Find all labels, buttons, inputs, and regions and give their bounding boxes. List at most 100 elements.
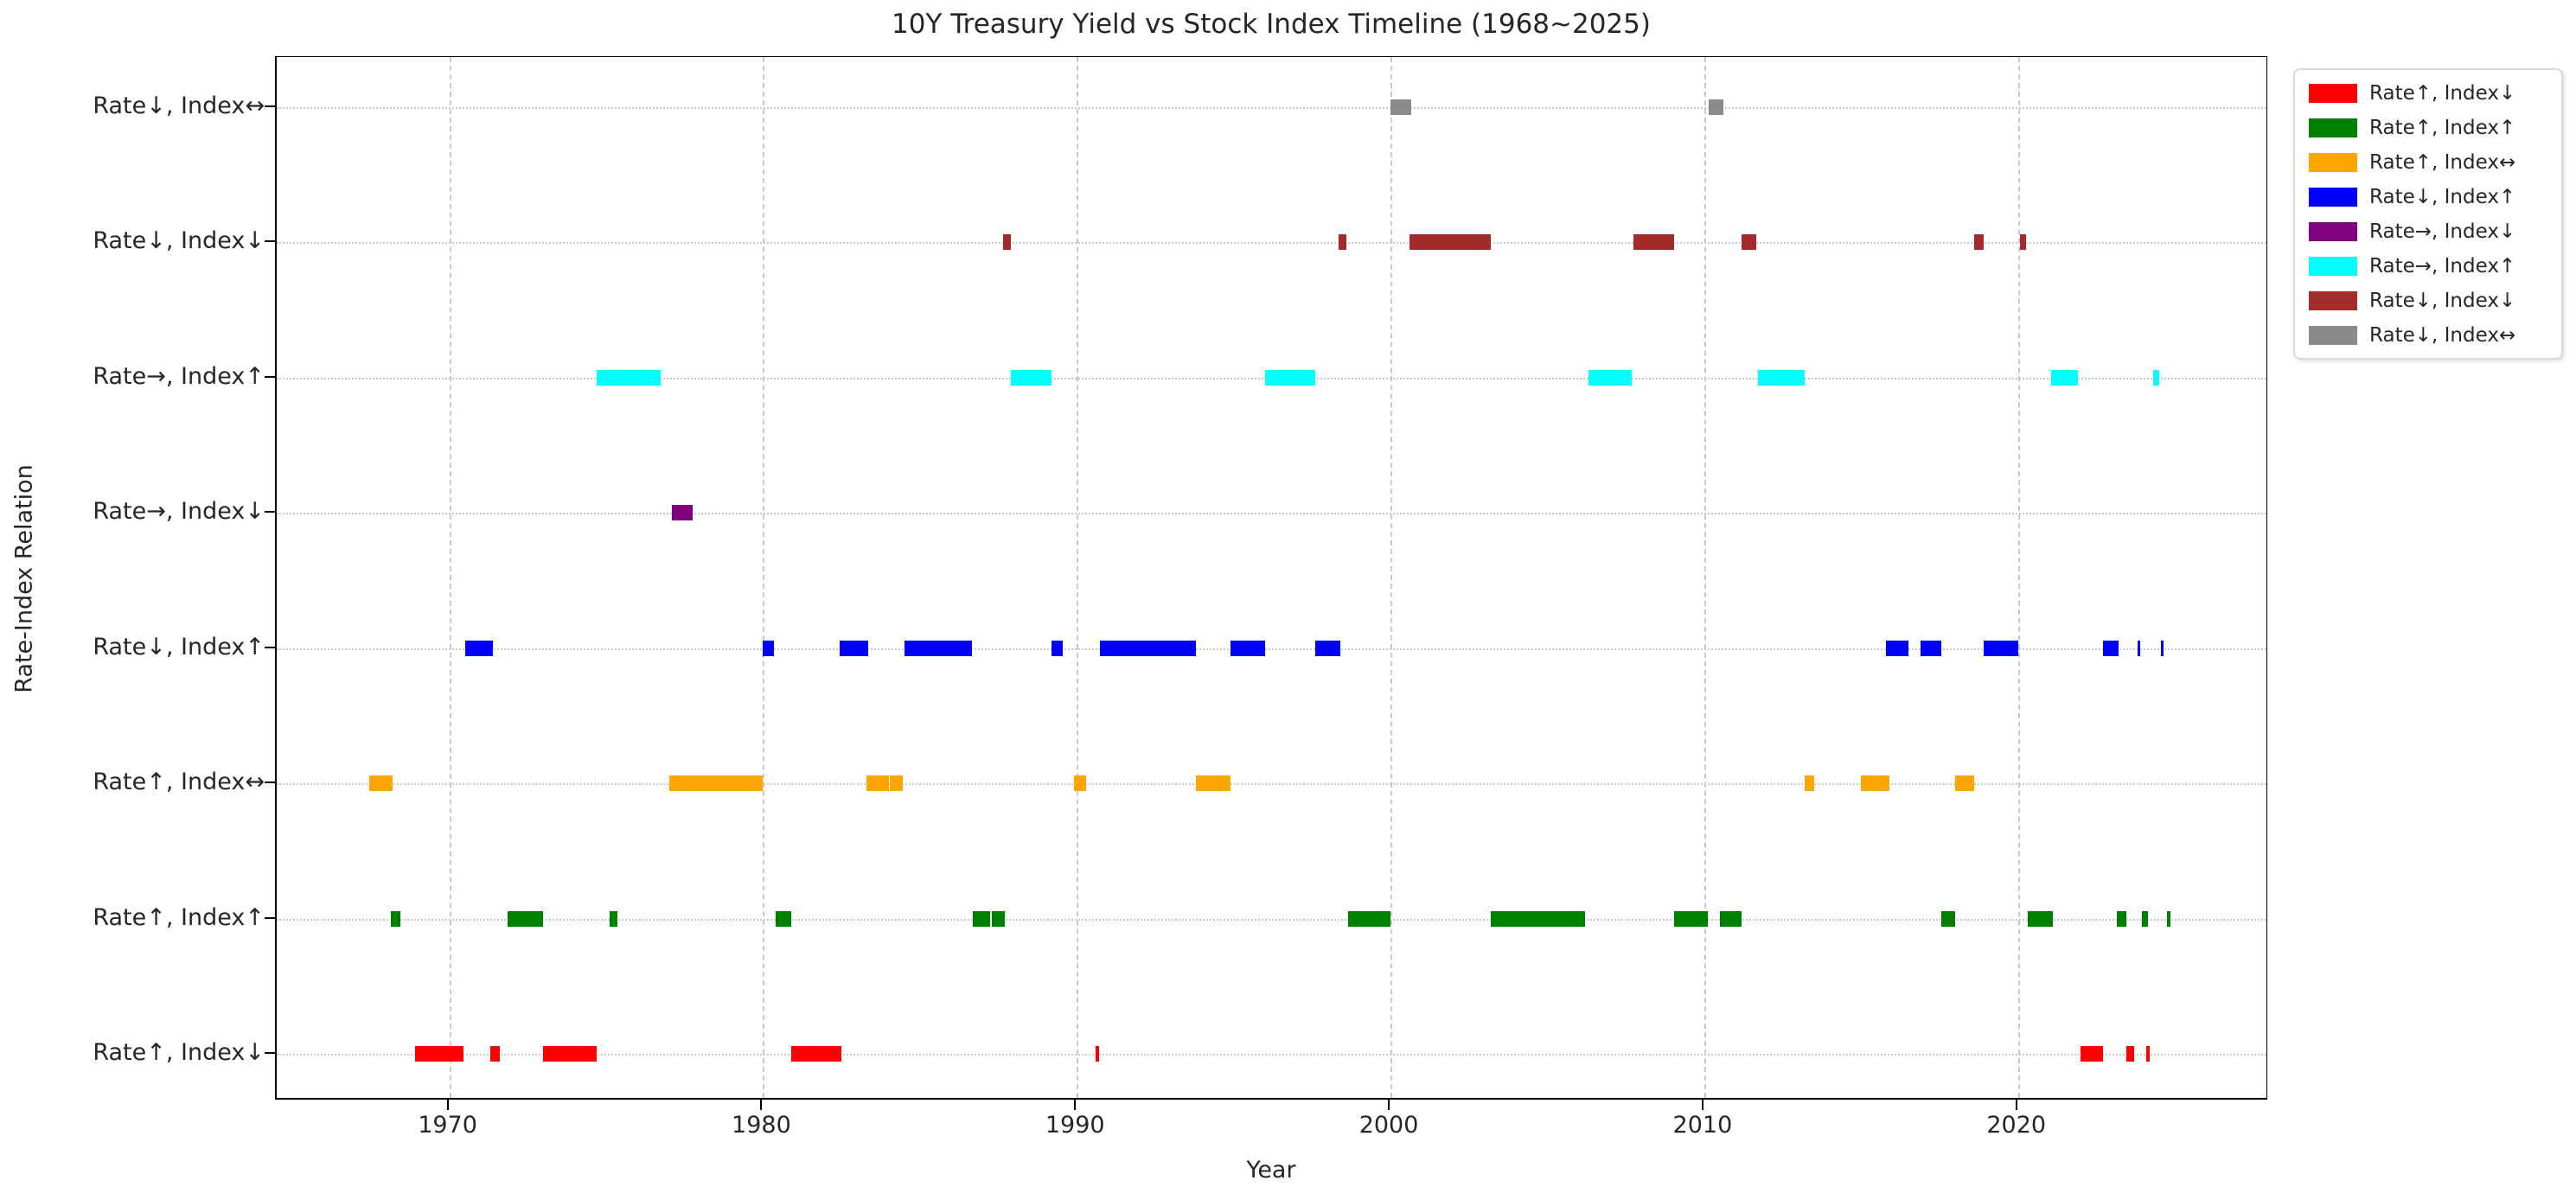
- x-tick-mark: [760, 1100, 763, 1110]
- y-tick-label: Rate→, Index↑: [93, 362, 265, 390]
- timeline-bar: [1348, 910, 1391, 927]
- horizontal-gridline: [277, 513, 2266, 515]
- timeline-bar: [1073, 775, 1087, 792]
- y-tick-label: Rate↑, Index↔: [93, 769, 265, 796]
- legend: Rate↑, Index↓ Rate↑, Index↑ Rate↑, Index↔ R…: [2293, 68, 2563, 360]
- timeline-bar: [2146, 1046, 2151, 1062]
- legend-label: Rate↑, Index↑: [2369, 116, 2516, 139]
- y-tick-mark: [265, 511, 275, 514]
- x-axis-label: Year: [1246, 1157, 1296, 1183]
- horizontal-gridline: [277, 107, 2266, 109]
- horizontal-gridline: [277, 1054, 2266, 1056]
- timeline-bar: [489, 1046, 500, 1062]
- timeline-bar: [2027, 910, 2053, 927]
- timeline-bar: [1100, 640, 1197, 656]
- timeline-bar: [2117, 910, 2126, 927]
- x-tick-mark: [1701, 1100, 1703, 1110]
- timeline-bar: [1314, 640, 1340, 656]
- timeline-bar: [1709, 99, 1723, 115]
- timeline-bar: [1973, 234, 1984, 251]
- timeline-bar: [1674, 910, 1708, 927]
- horizontal-gridline: [277, 918, 2266, 921]
- timeline-bar: [668, 775, 764, 792]
- timeline-bar: [1339, 234, 1347, 251]
- legend-item: Rate→, Index↑: [2309, 254, 2547, 278]
- y-tick-mark: [265, 916, 275, 919]
- legend-swatch: [2309, 325, 2357, 345]
- legend-label: Rate↓, Index↔: [2369, 323, 2516, 347]
- timeline-bar: [1861, 775, 1889, 792]
- legend-label: Rate↓, Index↓: [2369, 289, 2516, 312]
- timeline-bar: [609, 910, 617, 927]
- horizontal-gridline: [277, 783, 2266, 786]
- vertical-gridline: [1077, 57, 1079, 1098]
- timeline-bar: [992, 910, 1005, 927]
- timeline-bar: [1805, 775, 1814, 792]
- timeline-bar: [1390, 99, 1411, 115]
- y-tick-label: Rate↓, Index↓: [93, 227, 265, 255]
- x-tick-label: 1980: [732, 1112, 791, 1139]
- timeline-bar: [2050, 369, 2078, 386]
- legend-item: Rate↑, Index↔: [2309, 151, 2547, 174]
- legend-swatch: [2309, 290, 2357, 310]
- legend-item: Rate↓, Index↓: [2309, 289, 2547, 312]
- x-tick-label: 1970: [418, 1112, 477, 1139]
- y-tick-label: Rate↑, Index↓: [93, 1039, 265, 1066]
- legend-swatch: [2309, 152, 2357, 172]
- timeline-bar: [791, 1046, 842, 1062]
- y-tick-mark: [265, 646, 275, 648]
- timeline-bar: [369, 775, 393, 792]
- legend-label: Rate→, Index↓: [2369, 220, 2516, 243]
- legend-swatch: [2309, 221, 2357, 241]
- y-axis-label: Rate-Index Relation: [10, 464, 38, 693]
- vertical-gridline: [2017, 57, 2020, 1098]
- x-tick-label: 2000: [1358, 1112, 1419, 1139]
- timeline-bar: [2102, 640, 2119, 656]
- y-tick-mark: [265, 240, 275, 243]
- legend-item: Rate↓, Index↑: [2309, 186, 2547, 208]
- legend-swatch: [2309, 256, 2357, 276]
- timeline-bar: [1757, 369, 1805, 386]
- timeline-bar: [2125, 1046, 2134, 1062]
- timeline-bar: [1983, 640, 2018, 656]
- timeline-bar: [973, 910, 991, 927]
- y-tick-label: Rate→, Index↓: [93, 498, 265, 526]
- timeline-bar: [775, 910, 792, 927]
- vertical-gridline: [449, 57, 451, 1098]
- timeline-bar: [1633, 234, 1675, 251]
- timeline-bar: [1409, 234, 1492, 251]
- legend-item: Rate↑, Index↓: [2309, 81, 2547, 105]
- timeline-bar: [543, 1046, 598, 1062]
- timeline-bar: [1742, 234, 1756, 251]
- timeline-bar: [1940, 910, 1956, 927]
- timeline-bar: [2152, 369, 2159, 386]
- legend-label: Rate↑, Index↓: [2369, 81, 2516, 105]
- x-tick-mark: [1388, 1100, 1390, 1110]
- timeline-bar: [464, 640, 494, 656]
- vertical-gridline: [763, 57, 765, 1098]
- x-tick-label: 2010: [1672, 1112, 1733, 1139]
- vertical-gridline: [1703, 57, 1706, 1098]
- timeline-bar: [2142, 910, 2149, 927]
- timeline-bar: [1230, 640, 1265, 656]
- y-tick-mark: [265, 105, 275, 107]
- timeline-bar: [1491, 910, 1585, 927]
- x-tick-mark: [2015, 1100, 2017, 1110]
- legend-item: Rate↑, Index↑: [2309, 116, 2547, 139]
- chart-title: 10Y Treasury Yield vs Stock Index Timeli…: [892, 9, 1651, 40]
- timeline-bar: [672, 505, 693, 521]
- y-tick-label: Rate↓, Index↔: [93, 93, 265, 119]
- timeline-bar: [2167, 910, 2170, 927]
- timeline-bar: [1264, 369, 1315, 386]
- timeline-bar: [840, 640, 868, 656]
- legend-swatch: [2309, 83, 2357, 103]
- horizontal-gridline: [277, 242, 2266, 245]
- vertical-gridline: [1390, 57, 1393, 1098]
- timeline-bar: [507, 910, 544, 927]
- legend-item: Rate↓, Index↔: [2309, 323, 2547, 347]
- x-tick-label: 2020: [1986, 1112, 2047, 1139]
- y-tick-mark: [265, 782, 275, 784]
- timeline-bar: [1588, 369, 1633, 386]
- legend-label: Rate→, Index↑: [2369, 254, 2516, 278]
- timeline-bar: [890, 775, 903, 792]
